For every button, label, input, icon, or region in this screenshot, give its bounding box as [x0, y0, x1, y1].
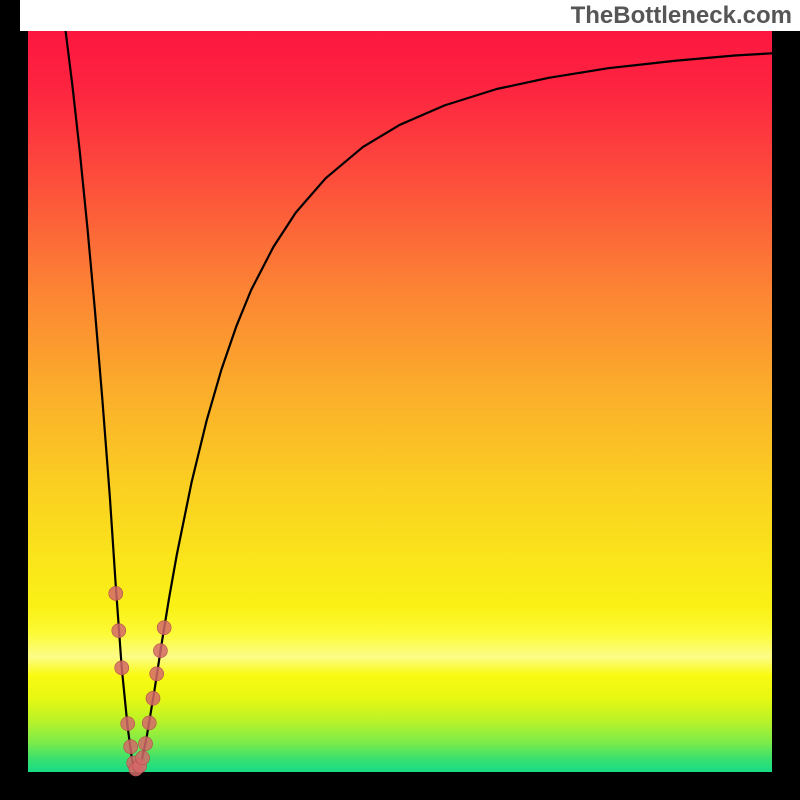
- marker-point: [139, 737, 153, 751]
- marker-point: [150, 667, 164, 681]
- marker-point: [157, 621, 171, 635]
- marker-point: [142, 716, 156, 730]
- attribution-label: TheBottleneck.com: [20, 0, 800, 31]
- marker-point: [121, 717, 135, 731]
- marker-point: [109, 586, 123, 600]
- marker-point: [153, 644, 167, 658]
- marker-point: [124, 740, 138, 754]
- chart-canvas: [0, 0, 800, 800]
- bottleneck-chart: TheBottleneck.com: [0, 0, 800, 800]
- marker-point: [136, 751, 150, 765]
- marker-point: [112, 624, 126, 638]
- marker-point: [115, 661, 129, 675]
- plot-area: [28, 28, 772, 772]
- marker-point: [146, 691, 160, 705]
